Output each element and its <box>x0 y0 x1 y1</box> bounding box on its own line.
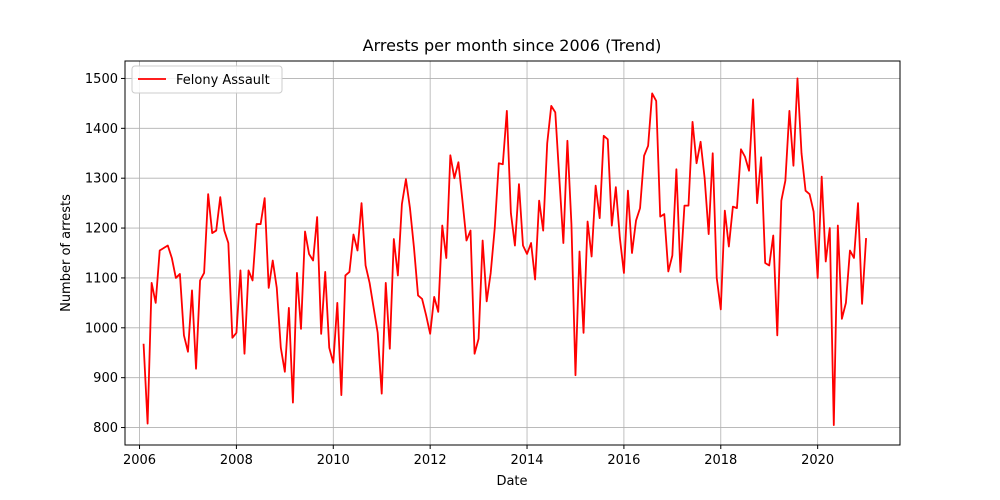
legend-label: Felony Assault <box>176 73 270 88</box>
x-tick-label: 2014 <box>510 453 543 468</box>
plot-frame <box>124 60 901 446</box>
chart-title: Arrests per month since 2006 (Trend) <box>363 36 662 55</box>
y-tick-label: 1500 <box>85 72 118 87</box>
x-tick-label: 2006 <box>123 453 156 468</box>
x-tick-label: 2010 <box>317 453 350 468</box>
y-axis-ticks: 800 900 1000 1100 1200 1300 1400 1500 <box>85 72 125 436</box>
x-tick-label: 2008 <box>220 453 253 468</box>
y-tick-label: 800 <box>93 421 118 436</box>
x-tick-label: 2018 <box>704 453 737 468</box>
x-tick-label: 2020 <box>801 453 834 468</box>
grid-lines <box>125 61 900 445</box>
x-axis-label: Date <box>496 474 527 489</box>
y-axis-label: Number of arrests <box>59 194 74 312</box>
x-tick-label: 2016 <box>607 453 640 468</box>
series-line-felony-assault <box>142 77 867 426</box>
legend: Felony Assault <box>131 65 283 94</box>
y-tick-label: 1100 <box>85 271 118 286</box>
y-tick-label: 1000 <box>85 321 118 336</box>
y-tick-label: 1400 <box>85 122 118 137</box>
y-tick-label: 1200 <box>85 222 118 237</box>
y-tick-label: 900 <box>93 371 118 386</box>
series-layer <box>142 77 867 426</box>
y-tick-label: 1300 <box>85 172 118 187</box>
x-tick-label: 2012 <box>414 453 447 468</box>
legend-box <box>131 65 283 94</box>
x-axis-ticks: 2006 2008 2010 2012 2014 2016 2018 2020 <box>123 445 834 468</box>
